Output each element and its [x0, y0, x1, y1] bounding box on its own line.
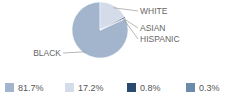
- slice: [100, 2, 125, 30]
- chart: BLACK WHITE ASIANHISPANIC 81.7% 17.2% 0.8% 0.3…: [0, 0, 240, 100]
- leader-line: [113, 8, 138, 11]
- leader-line: [123, 18, 138, 28]
- slice: [72, 2, 128, 58]
- slice-label: WHITE: [140, 6, 168, 16]
- leader-line: [124, 19, 138, 39]
- legend-label: 17.2%: [78, 83, 104, 93]
- legend-label: 81.7%: [18, 83, 44, 93]
- legend-swatch: [127, 83, 136, 92]
- slice: [100, 18, 126, 30]
- legend-label: 0.8%: [140, 83, 161, 93]
- slice-label: HISPANIC: [140, 34, 180, 44]
- pie: [72, 2, 128, 58]
- legend-label: 0.3%: [199, 83, 220, 93]
- slice-label: ASIAN: [140, 23, 166, 33]
- slice: [100, 17, 125, 30]
- slice-label: BLACK: [33, 48, 61, 58]
- legend-swatch: [186, 83, 195, 92]
- legend-swatch: [5, 83, 14, 92]
- legend-swatch: [65, 83, 74, 92]
- leader-line: [63, 52, 86, 53]
- legend: 81.7% 17.2% 0.8% 0.3%: [5, 83, 220, 93]
